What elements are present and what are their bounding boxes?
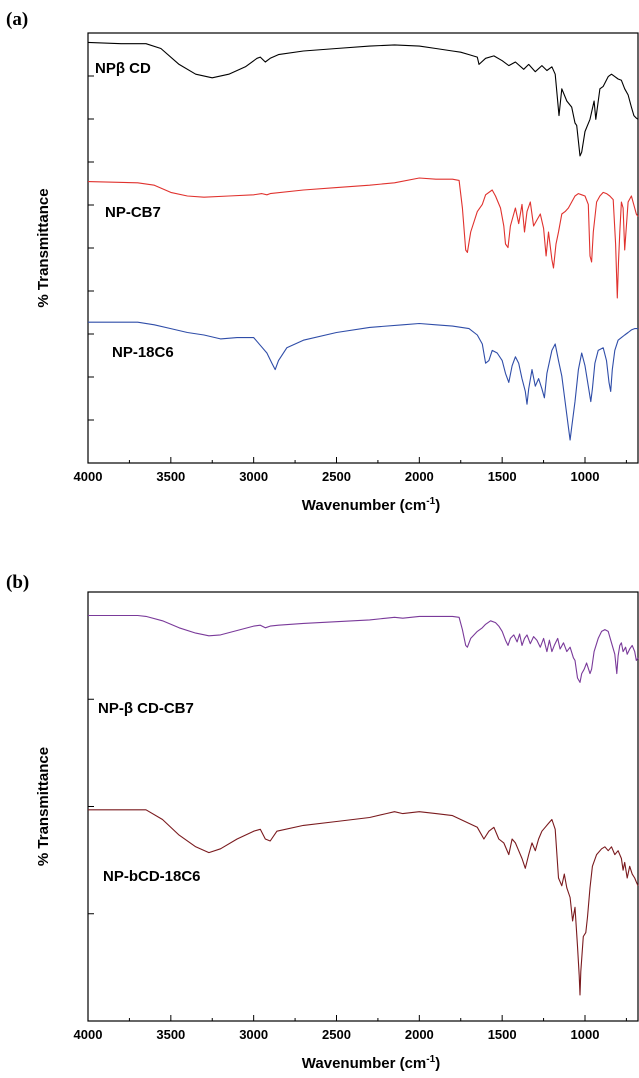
series-label: NP-β CD-CB7 — [98, 700, 194, 717]
x-tick-label: 4000 — [74, 469, 103, 484]
x-tick-label: 4000 — [74, 1027, 103, 1042]
plot-frame — [87, 591, 639, 1022]
series-label: NPβ CD — [95, 60, 151, 77]
x-tick-label: 2000 — [405, 469, 434, 484]
x-tick-label: 1500 — [488, 469, 517, 484]
series-label: NP-18C6 — [112, 344, 174, 361]
x-tick-label: 3000 — [239, 1027, 268, 1042]
x-tick-label: 2500 — [322, 469, 351, 484]
y-axis-title: % Transmittance — [35, 188, 52, 307]
panel-label: (b) — [6, 572, 29, 593]
series-label: NP-bCD-18C6 — [103, 868, 201, 885]
series-line — [87, 41, 639, 157]
series-label: NP-CB7 — [105, 204, 161, 221]
x-axis-title: Wavenumber (cm-1) — [302, 1054, 440, 1072]
series-line — [88, 809, 639, 996]
series-line — [88, 614, 639, 683]
panel-b: (b) 4000 3500 3000 2500 2000 1500 1000 Wavenumbe… — [6, 572, 639, 1072]
y-axis-title: % Transmittance — [35, 747, 52, 866]
x-axis-title: Wavenumber (cm-1) — [302, 496, 440, 514]
series-line — [88, 321, 638, 441]
panel-label: (a) — [6, 9, 28, 30]
x-tick-label: 3000 — [239, 469, 268, 484]
x-tick-label: 3500 — [156, 1027, 185, 1042]
x-tick-label: 2000 — [405, 1027, 434, 1042]
x-tick-label: 1000 — [571, 469, 600, 484]
panel-a: (a) 4000 3500 3000 2500 2000 1500 1000 Wavenumbe… — [6, 9, 639, 514]
series-line — [87, 177, 639, 299]
x-tick-label: 1500 — [488, 1027, 517, 1042]
x-tick-label: 1000 — [571, 1027, 600, 1042]
x-tick-label: 2500 — [322, 1027, 351, 1042]
x-tick-label: 3500 — [156, 469, 185, 484]
